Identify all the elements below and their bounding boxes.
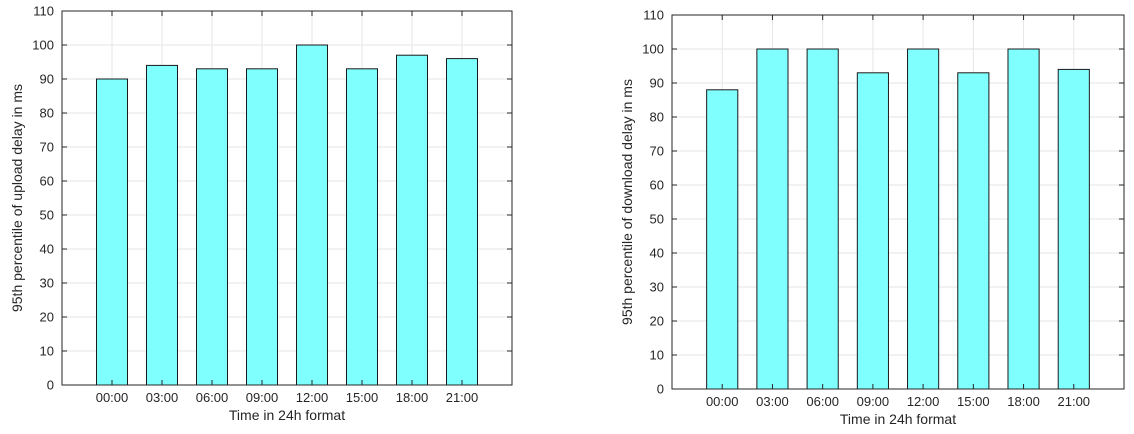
download-delay-chart: 0 10 20 30 40 50 60 70 80 90 100 110 00:00 03:00 06:00…: [619, 8, 1125, 427]
bar-1200: [907, 48, 940, 390]
plot-area: [62, 11, 512, 385]
y-tick-label: 20: [40, 310, 54, 325]
x-tick-label: 18:00: [1007, 394, 1040, 409]
x-tick-label: 21:00: [446, 390, 479, 405]
x-tick-label: 21:00: [1058, 394, 1091, 409]
x-tick-label: 12:00: [296, 390, 329, 405]
y-tick-label: 20: [650, 314, 664, 329]
y-tick-label: 110: [643, 8, 664, 23]
x-tick-label: 09:00: [857, 394, 890, 409]
x-axis-label: Time in 24h format: [840, 411, 956, 427]
y-tick-label: 0: [657, 382, 664, 397]
x-tick-label: 15:00: [346, 390, 379, 405]
bar-1800: [1007, 48, 1040, 390]
plot-area: [672, 15, 1124, 389]
y-tick-label: 50: [650, 212, 664, 227]
y-tick-label: 110: [33, 4, 54, 19]
x-tick-label: 12:00: [907, 394, 940, 409]
x-axis-label: Time in 24h format: [229, 407, 345, 423]
y-tick-label: 30: [40, 276, 54, 291]
x-tick-label: 03:00: [756, 394, 789, 409]
y-tick-label: 40: [650, 246, 664, 261]
axes-box: [61, 10, 513, 386]
y-tick-label: 30: [650, 280, 664, 295]
bar-1500: [346, 68, 378, 386]
bar-1500: [957, 72, 990, 390]
y-tick-label: 60: [650, 178, 664, 193]
x-tick-label: 00:00: [96, 390, 129, 405]
y-tick-label: 100: [32, 38, 54, 53]
y-tick-label: 60: [40, 174, 54, 189]
bar-0300: [146, 64, 178, 386]
upload-delay-chart: 0 10 20 30 40 50 60 70 80 90 100 110 00:00 03:00 06:00…: [9, 4, 513, 423]
y-tick-label: 40: [40, 242, 54, 257]
bar-0000: [706, 89, 739, 390]
y-tick-label: 90: [40, 72, 54, 87]
x-tick-label: 15:00: [957, 394, 990, 409]
y-tick-label: 10: [650, 348, 664, 363]
x-tick-label: 06:00: [806, 394, 839, 409]
y-tick-label: 80: [650, 110, 664, 125]
bar-0600: [196, 68, 228, 386]
bar-0900: [246, 68, 278, 386]
bar-2100: [1057, 68, 1090, 390]
x-tick-label: 18:00: [396, 390, 429, 405]
bar-1200: [296, 44, 328, 386]
y-tick-label: 70: [650, 144, 664, 159]
x-tick-label: 09:00: [246, 390, 279, 405]
bar-2100: [446, 58, 478, 386]
x-tick-label: 00:00: [706, 394, 739, 409]
y-tick-label: 10: [40, 344, 54, 359]
bar-0900: [856, 72, 889, 390]
y-tick-label: 80: [40, 106, 54, 121]
y-tick-label: 0: [47, 378, 54, 393]
x-tick-label: 03:00: [146, 390, 179, 405]
y-axis-label: 95th percentile of upload delay in ms: [9, 84, 25, 312]
y-tick-label: 70: [40, 140, 54, 155]
y-axis-label: 95th percentile of download delay in ms: [619, 79, 635, 325]
bar-0600: [806, 48, 839, 390]
y-tick-label: 50: [40, 208, 54, 223]
axes-box: [671, 14, 1125, 390]
x-tick-label: 06:00: [196, 390, 229, 405]
bar-1800: [396, 54, 428, 386]
y-tick-label: 90: [650, 76, 664, 91]
bar-0000: [96, 78, 128, 386]
y-tick-label: 100: [642, 42, 664, 57]
bar-0300: [756, 48, 789, 390]
